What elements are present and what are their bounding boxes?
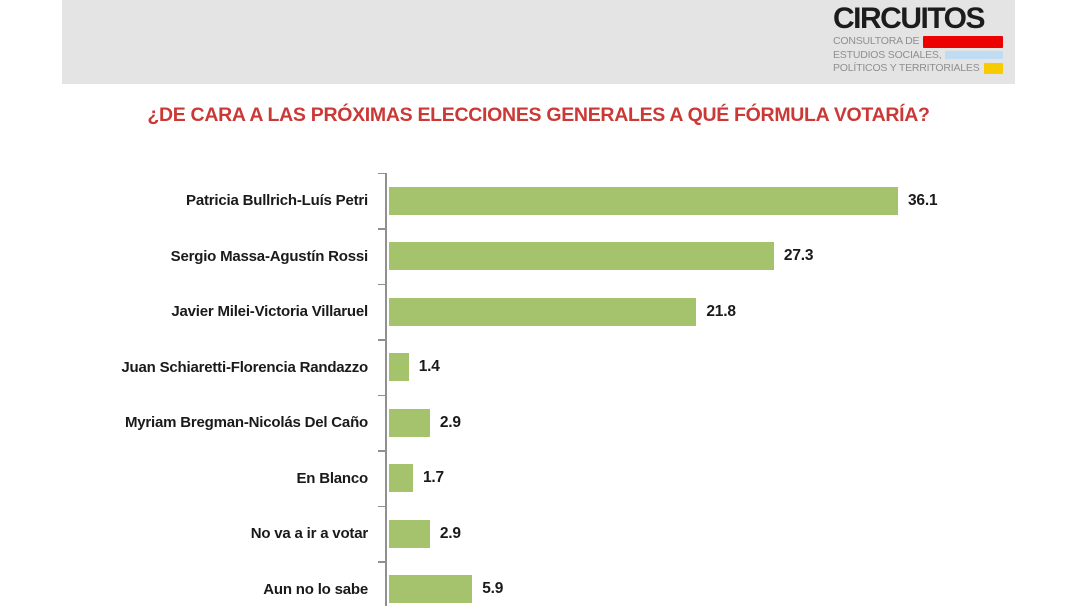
bar [389, 464, 413, 493]
value-label: 36.1 [908, 191, 938, 209]
y-axis-line [385, 173, 387, 606]
value-label: 21.8 [706, 302, 736, 320]
chart-row: Myriam Bregman-Nicolás Del Caño 2.9 [0, 394, 1079, 451]
bar [389, 242, 774, 271]
logo-color-bar [923, 35, 1003, 48]
chart-row: No va a ir a votar 2.9 [0, 505, 1079, 562]
logo-tagline-text: ESTUDIOS SOCIALES, [833, 48, 942, 61]
bar [389, 575, 473, 604]
logo-tagline-text: POLÍTICOS Y TERRITORIALES [833, 62, 980, 75]
bar [389, 186, 898, 215]
chart-title: ¿DE CARA A LAS PRÓXIMAS ELECCIONES GENER… [147, 104, 930, 126]
logo-tagline-text: CONSULTORA DE [833, 35, 920, 48]
bar [389, 519, 430, 548]
logo-brand: CIRCUITOS [833, 2, 985, 35]
value-label: 27.3 [783, 247, 814, 265]
category-label: Patricia Bullrich-Luís Petri [186, 192, 368, 210]
value-label: 5.9 [482, 580, 504, 598]
bar [389, 297, 697, 326]
category-label: En Blanco [296, 469, 368, 487]
logo-tagline-row: POLÍTICOS Y TERRITORIALES [833, 62, 1003, 76]
value-label: 2.9 [439, 524, 461, 542]
value-label: 1.4 [418, 358, 440, 376]
chart-row: En Blanco 1.7 [0, 450, 1079, 507]
logo-tagline-row: ESTUDIOS SOCIALES, [833, 49, 1003, 63]
chart-row: Javier Milei-Victoria Villaruel 21.8 [0, 283, 1079, 340]
logo-color-bar [945, 51, 1003, 60]
logo-color-bar [983, 63, 1003, 75]
logo-tagline-row: CONSULTORA DE [833, 35, 1003, 49]
chart-row: Aun no lo sabe 5.9 [0, 561, 1079, 606]
chart-row: Patricia Bullrich-Luís Petri 36.1 [0, 172, 1079, 229]
category-label: Sergio Massa-Agustín Rossi [170, 247, 369, 265]
category-label: Myriam Bregman-Nicolás Del Caño [124, 414, 368, 432]
category-label: Javier Milei-Victoria Villaruel [171, 303, 368, 321]
chart-rows: Patricia Bullrich-Luís Petri 36.1 Sergio M… [0, 172, 1079, 606]
category-label: No va a ir a votar [250, 525, 368, 543]
category-label: Aun no lo sabe [263, 580, 368, 598]
value-label: 1.7 [422, 469, 444, 487]
bar-chart: Patricia Bullrich-Luís Petri 36.1 Sergio M… [0, 172, 1079, 606]
value-label: 2.9 [439, 413, 461, 431]
bar [389, 408, 430, 437]
header-band: CIRCUITOS CONSULTORA DE ESTUDIOS SOCIALES… [62, 0, 1015, 84]
logo-taglines: CONSULTORA DE ESTUDIOS SOCIALES, POLÍTICOS… [833, 35, 1003, 76]
chart-row: Juan Schiaretti-Florencia Randazzo 1.4 [0, 339, 1079, 396]
bar [389, 353, 409, 382]
chart-row: Sergio Massa-Agustín Rossi 27.3 [0, 228, 1079, 285]
category-label: Juan Schiaretti-Florencia Randazzo [121, 358, 368, 376]
circuitos-logo: CIRCUITOS CONSULTORA DE ESTUDIOS SOCIALES… [833, 3, 1003, 76]
